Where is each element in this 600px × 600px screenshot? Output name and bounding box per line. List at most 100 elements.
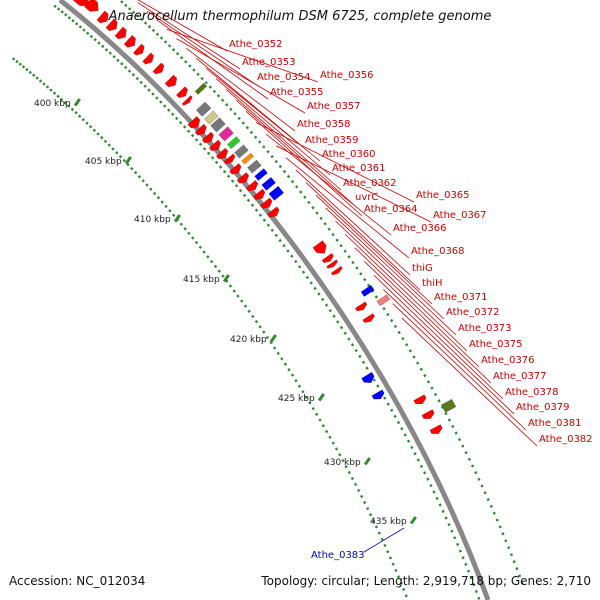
mid-tick-dot [182,125,187,129]
leader-line [186,47,296,132]
mid-tick-dot [294,259,298,264]
scale-labels: 400 kbp 405 kbp 410 kbp 415 kbp 420 kbp 425 k… [34,98,417,527]
mid-tick-dot [238,188,243,193]
inner-tick-dot [331,441,335,445]
outer-tick-dot [155,32,160,36]
mid-tick-dot [230,179,235,183]
inner-tick-dot [283,362,288,366]
mid-tick-dot [190,133,195,138]
outer-tick-dot [397,330,401,335]
mid-tick-dot [258,213,263,217]
mid-tick-dot [67,16,72,20]
mid-tick-dot [186,129,191,133]
outer-tick-dot [474,471,478,475]
leader-line [305,182,421,291]
inner-tick-dot [243,304,248,308]
scale-major-tick [363,457,371,466]
leader-line [176,38,306,114]
inner-tick-dot [96,132,100,136]
gene-label: Athe_0362 [343,178,397,189]
outer-tick-dot [135,14,140,18]
mid-tick-dot [347,337,351,341]
inner-tick-dot [100,135,104,140]
gene-label: Athe_0358 [297,119,351,130]
leader-line [373,274,504,400]
mid-tick-dot [400,427,404,431]
inner-tick-dot [74,111,78,115]
mid-tick-dot [419,464,424,468]
inner-tick-dot [183,227,187,231]
inner-tick-dot [221,274,225,278]
outer-tick-dot [131,10,136,14]
outer-tick-dot [374,295,379,299]
gene-label: Athe_0367 [433,210,487,221]
inner-tick-dot [391,562,395,566]
mid-tick-dot [328,308,332,313]
mid-tick-dot [222,169,227,174]
gene-label: Athe_0373 [458,323,512,334]
inner-tick-dot [145,183,149,187]
gene-feature [84,0,99,12]
inner-tick-dot [111,147,115,151]
inner-tick-dot [21,65,26,69]
inner-tick-dot [272,346,277,350]
inner-tick-ring [11,57,408,598]
inner-tick-dot [92,128,97,132]
mid-tick-dot [447,522,451,527]
gene-label: Athe_0364 [364,204,418,215]
inner-tick-dot [31,73,36,77]
mid-tick-dot [317,292,321,296]
inner-tick-dot [236,294,240,298]
gene-feature [204,110,219,125]
gene-label: Athe_0371 [434,292,488,303]
gene-label: Athe_0377 [493,371,547,382]
leader-line [383,289,515,415]
gene-label: Athe_0356 [320,70,374,81]
mid-tick-dot [469,576,473,580]
outer-tick-dot [363,277,367,282]
inner-tick-dot [404,594,408,598]
mid-tick-dot [56,7,61,11]
mid-tick-dot [218,165,223,169]
inner-tick-dot [297,384,302,388]
gene-label: Athe_0382 [539,434,593,445]
inner-tick-dot [328,435,332,439]
mid-tick-dot [198,142,203,147]
mid-tick-dot [438,503,442,507]
gene-feature [252,188,266,201]
outer-tick-dot [518,574,522,578]
gene-feature [266,206,280,218]
gene-label: thiH [422,278,443,289]
mid-tick-dot [472,583,476,587]
inner-tick-dot [118,154,123,159]
leader-line [364,261,492,384]
inner-tick-dot [11,57,16,61]
inner-tick-dot [363,500,367,505]
inner-tick-dot [137,175,142,179]
inner-tick-dot [210,259,214,264]
scale-tick-label: 410 kbp [134,215,171,225]
inner-tick-dot [338,453,342,457]
leader-line [315,194,433,305]
outer-tick-dot [339,243,343,248]
leader-line [325,207,445,320]
inner-tick-dot [141,179,145,183]
gene-label: Athe_0353 [242,57,296,68]
outer-tick-dot [492,511,496,515]
inner-tick-dot [45,85,50,89]
gene-feature [226,136,241,150]
outer-tick-dot [233,112,237,116]
mid-tick-dot [450,529,454,533]
outer-tick-dot [451,424,455,429]
gene-feature [105,18,118,32]
inner-tick-dot [217,269,221,273]
outer-tick-dot [467,457,471,461]
outer-tick-dot [498,525,502,529]
inner-tick-dot [130,166,134,171]
scale-tick-label: 415 kbp [183,275,220,285]
leader-line [225,88,342,191]
outer-tick-dot [470,464,475,468]
outer-tick-dot [343,249,347,253]
outer-tick-dot [184,60,188,64]
